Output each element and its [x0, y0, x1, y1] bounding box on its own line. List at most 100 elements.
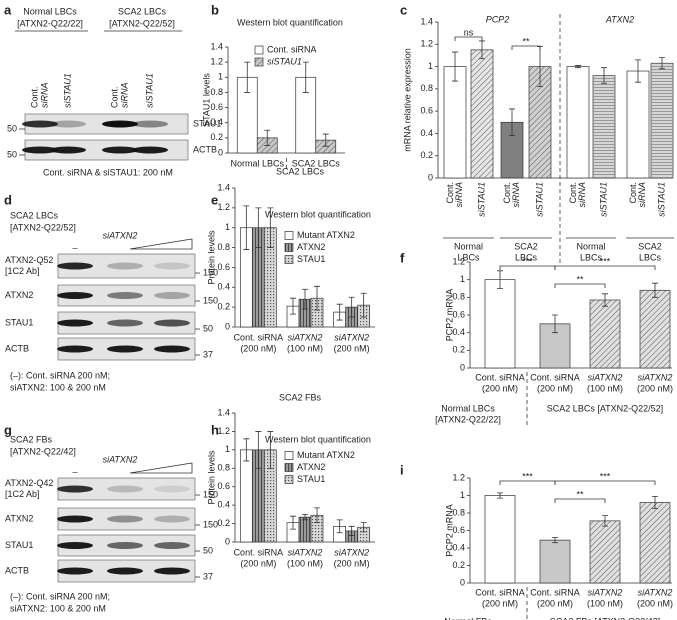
x-tick-label: (100 nM): [287, 558, 323, 568]
x-tick-label: siRNA: [511, 182, 521, 208]
blot-band: [107, 485, 143, 493]
legend-pattern: [285, 255, 293, 264]
x-tick-label: Cont. siRNA: [234, 332, 284, 342]
blot-band: [154, 319, 190, 327]
blot-band: [154, 345, 190, 353]
y-tick-label: 1.2: [217, 202, 230, 212]
significance-bracket: [554, 498, 606, 503]
error-bar: [635, 59, 641, 83]
blot-band: [102, 120, 138, 128]
significance-label: **: [576, 274, 584, 284]
y-tick-label: 1.2: [217, 426, 230, 436]
blot-band: [107, 542, 143, 549]
error-bar: [322, 133, 329, 147]
x-tick-label: Cont. siRNA: [475, 372, 525, 382]
error-bar: [348, 525, 355, 536]
legend-swatch: [254, 45, 264, 55]
blot-band: [107, 567, 143, 575]
y-tick-label: 1: [218, 72, 223, 82]
legend-label: Mutant ATXN2: [297, 450, 355, 460]
y-tick-label: 1.2: [210, 57, 223, 67]
y-axis-label: Protein levels: [206, 450, 216, 505]
group-label: LBCs: [515, 252, 538, 262]
y-tick-label: 1.4: [210, 41, 223, 51]
dose-wedge: [129, 462, 193, 474]
bar-pattern: [471, 49, 493, 178]
blot-band: [154, 485, 190, 493]
group-label: [ATXN2-Q22/22]: [435, 414, 501, 424]
significance-bracket: [499, 480, 556, 485]
y-tick-label: 1: [428, 61, 433, 71]
y-tick-label: 0.6: [452, 309, 465, 319]
y-tick-label: 0.8: [452, 507, 465, 517]
size-marker: 50: [203, 545, 213, 555]
bar: [626, 70, 650, 179]
error-bar: [302, 288, 308, 310]
significance-bracket: [554, 480, 656, 485]
legend-pattern: [255, 58, 263, 66]
x-tick-label: (200 nM): [537, 598, 573, 608]
y-tick-label: 0: [225, 536, 230, 546]
blot-band: [154, 262, 190, 270]
y-tick-label: 0.4: [217, 282, 230, 292]
x-tick-label: Cont. siRNA: [530, 587, 580, 597]
y-tick-label: 0: [218, 147, 223, 157]
blot-band: [57, 485, 93, 493]
error-bar: [243, 438, 250, 462]
bar-pattern: [252, 227, 265, 327]
error-bar: [314, 285, 320, 311]
group-label: Normal FBs: [444, 616, 492, 620]
lane-label: Cont.: [29, 86, 39, 108]
lane-label: Cont.: [109, 86, 119, 108]
y-axis-label: Protein levels: [206, 230, 216, 285]
y-tick-label: 1: [225, 222, 230, 232]
bar-pattern: [590, 299, 620, 368]
control-label: –: [72, 242, 77, 252]
chart-subtitle: Western blot quantification: [265, 209, 371, 219]
x-tick-label: SCA2 LBCs: [292, 158, 341, 168]
y-tick-label: 0.4: [420, 128, 433, 138]
error-bar: [255, 207, 262, 248]
blot-band: [107, 292, 143, 299]
error-bar: [497, 492, 503, 499]
panel-letter: b: [211, 2, 219, 17]
error-bar: [497, 270, 503, 289]
error-bar: [290, 515, 296, 530]
chart-title: Western blot quantification: [237, 17, 343, 27]
control-label: –: [72, 466, 77, 476]
x-tick-label: siSTAU1: [476, 182, 486, 217]
significance-label: **: [522, 36, 530, 46]
bar-pattern: [593, 75, 615, 178]
y-tick-label: 1.4: [420, 16, 433, 26]
x-tick-label: siSTAU1: [534, 182, 544, 217]
row-label: ATXN2: [5, 290, 33, 300]
x-tick-label: siRNA: [577, 182, 587, 208]
size-marker: 150: [203, 489, 218, 499]
y-tick-label: 0.4: [452, 327, 465, 337]
error-bar: [602, 515, 608, 527]
x-tick-label: (200 nM): [240, 558, 276, 568]
group-label: Normal: [454, 241, 483, 251]
group-label: SCA2 LBCs [ATXN2-Q22/52]: [547, 403, 663, 413]
x-tick-label: Cont.: [568, 182, 578, 204]
size-marker: 150: [203, 295, 218, 305]
blot-band: [154, 515, 190, 523]
error-bar: [575, 65, 581, 69]
significance-bracket: [554, 283, 606, 288]
y-tick-label: 0.2: [452, 345, 465, 355]
y-tick-label: 0.2: [210, 132, 223, 142]
group-label: Normal: [576, 241, 605, 251]
error-bar: [552, 314, 558, 334]
x-tick-label: siATXN2: [588, 587, 623, 597]
row-label: [1C2 Ab]: [5, 489, 40, 499]
significance-label: ***: [522, 471, 533, 481]
blot-band: [107, 319, 143, 327]
x-tick-label: siATXN2: [638, 587, 673, 597]
y-tick-label: 0.2: [217, 518, 230, 528]
x-tick-label: siATXN2: [638, 372, 673, 382]
x-tick-label: (200 nM): [482, 383, 518, 393]
y-tick-label: 1: [460, 490, 465, 500]
size-marker: 50: [7, 123, 17, 133]
y-tick-label: 0: [460, 362, 465, 372]
